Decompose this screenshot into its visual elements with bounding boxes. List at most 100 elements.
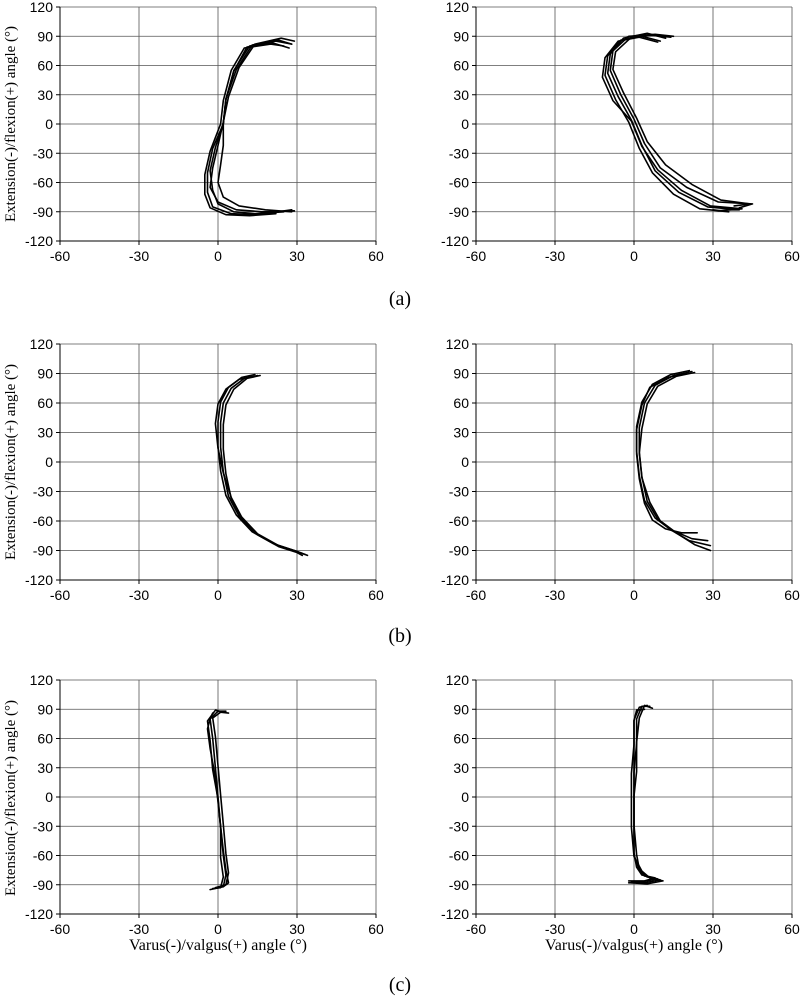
panel-b2-y-tick-label: 90: [453, 366, 469, 382]
caption-a: (a): [388, 288, 412, 310]
panel-c2: -60 -30 0 30 60 -120 -90 -60 -30 0 30 60 90 120: [441, 672, 800, 937]
caption-c: (c): [388, 974, 412, 996]
panel-b1-series-3: [214, 375, 309, 557]
panel-b1-x-tick-label: 0: [214, 587, 222, 603]
panel-a2-x-tick-label: 60: [784, 248, 800, 264]
panel-c1-x-tick-label: -60: [50, 921, 70, 937]
panel-a2: -60 -30 0 30 60 -120 -90 -60 -30 0 30 60 90 120: [441, 0, 800, 264]
y-axis-label-row-b: Extension(-)/flexion(+) angle (°): [3, 364, 19, 560]
panel-c1-x-tick-label: -30: [129, 921, 149, 937]
panel-a1-y-tick-label: -60: [33, 175, 53, 191]
panel-c1-series-4: [206, 712, 230, 888]
panel-c1: -60 -30 0 30 60 -120 -90 -60 -30 0 30 60 90 120: [25, 672, 384, 937]
panel-c1-y-tick-label: -120: [25, 906, 53, 922]
panel-c1-x-tick-label: 30: [289, 921, 305, 937]
panel-c2-x-tick-label: 60: [784, 921, 800, 937]
panel-c2-x-tick-label: 30: [705, 921, 721, 937]
panel-a2-series-4: [612, 34, 751, 207]
panel-c2-y-tick-label: 90: [453, 701, 469, 717]
panel-a1-y-tick-label: 0: [45, 116, 53, 132]
plot-area: -60 -30 0 30 60 -120 -90 -60 -30 0 30 60 90 120 -60 -30…: [25, 0, 800, 937]
panel-c2-y-tick-label: 60: [453, 731, 469, 747]
panel-a1-x-tick-label: -30: [129, 248, 149, 264]
panel-c2-y-tick-label: -90: [449, 877, 469, 893]
panel-c2-x-tick-label: -30: [545, 921, 565, 937]
panel-b1-y-tick-label: 30: [37, 425, 53, 441]
panel-b1-series-4: [222, 374, 304, 557]
panel-b1-y-tick-label: 120: [30, 336, 54, 352]
panel-a1-x-tick-label: 30: [289, 248, 305, 264]
panel-b2-x-tick-label: 0: [630, 587, 638, 603]
panel-a2-x-tick-label: -60: [466, 248, 486, 264]
panel-a2-x-tick-label: 0: [630, 248, 638, 264]
y-axis-label-row-a: Extension(-)/flexion(+) angle (°): [3, 26, 19, 222]
panel-b2-y-tick-label: -120: [441, 572, 469, 588]
panel-c2-y-tick-label: 0: [461, 789, 469, 805]
panel-c1-y-tick-label: 30: [37, 760, 53, 776]
panel-a2-y-tick-label: 60: [453, 58, 469, 74]
panel-b2-y-tick-label: -90: [449, 543, 469, 559]
panel-a1-series-5: [209, 42, 290, 215]
x-axis-label-left: Varus(-)/valgus(+) angle (°): [129, 937, 307, 954]
panel-a1-y-tick-label: -30: [33, 145, 53, 161]
panel-b1-y-tick-label: 60: [37, 395, 53, 411]
panel-c2-series-4: [627, 708, 656, 882]
panel-b2-y-tick-label: -30: [449, 484, 469, 500]
panel-b1-x-tick-label: 30: [289, 587, 305, 603]
panel-b1-series-1: [219, 374, 306, 556]
panel-b2-y-tick-label: -60: [449, 513, 469, 529]
panel-a1-x-tick-label: 60: [368, 248, 384, 264]
panel-c1-y-tick-label: 0: [45, 789, 53, 805]
panel-a1-x-tick-label: 0: [214, 248, 222, 264]
panel-a2-x-tick-label: 30: [705, 248, 721, 264]
panel-a2-y-tick-label: -90: [449, 204, 469, 220]
panel-a2-y-tick-label: 120: [446, 0, 470, 15]
panel-b1-x-tick-label: -60: [50, 587, 70, 603]
y-axis-label-row-c: Extension(-)/flexion(+) angle (°): [3, 700, 19, 896]
panel-b1-y-tick-label: 90: [37, 366, 53, 382]
panel-c1-y-tick-label: -90: [33, 877, 53, 893]
panel-b1: -60 -30 0 30 60 -120 -90 -60 -30 0 30 60 90 120: [25, 336, 384, 603]
panel-a1-series-3: [204, 43, 285, 217]
panel-c1-y-tick-label: 90: [37, 701, 53, 717]
panel-a2-x-tick-label: -30: [545, 248, 565, 264]
panel-b2-x-tick-label: -60: [466, 587, 486, 603]
panel-a1: -60 -30 0 30 60 -120 -90 -60 -30 0 30 60 90 120: [25, 0, 384, 264]
panel-b2: -60 -30 0 30 60 -120 -90 -60 -30 0 30 60 90 120: [441, 336, 800, 603]
panel-b1-x-tick-label: 60: [368, 587, 384, 603]
panel-b1-y-tick-label: -120: [25, 572, 53, 588]
panel-c1-x-tick-label: 60: [368, 921, 384, 937]
panel-a2-y-tick-label: 0: [461, 116, 469, 132]
panel-a1-y-tick-label: 60: [37, 58, 53, 74]
panel-c2-y-tick-label: -60: [449, 848, 469, 864]
panel-a2-y-tick-label: -60: [449, 175, 469, 191]
panel-a1-y-tick-label: 120: [30, 0, 54, 15]
panel-a2-y-tick-label: 90: [453, 28, 469, 44]
panel-a1-y-tick-label: 30: [37, 87, 53, 103]
panel-c1-x-tick-label: 0: [214, 921, 222, 937]
panel-b2-y-tick-label: 0: [461, 454, 469, 470]
panel-a1-x-tick-label: -60: [50, 248, 70, 264]
panel-a1-series-4: [217, 39, 293, 213]
panel-a2-series-5: [601, 36, 743, 212]
panel-c1-y-tick-label: -60: [33, 848, 53, 864]
panel-a1-y-tick-label: -120: [25, 233, 53, 249]
panel-b1-y-tick-label: -60: [33, 513, 53, 529]
panel-b1-y-tick-label: -30: [33, 484, 53, 500]
panel-b2-y-tick-label: 30: [453, 425, 469, 441]
panel-b2-series-3: [638, 371, 712, 552]
panel-c1-y-tick-label: 120: [30, 672, 54, 688]
caption-b: (b): [388, 625, 412, 647]
panel-a2-y-tick-label: -30: [449, 145, 469, 161]
panel-a2-y-tick-label: 30: [453, 87, 469, 103]
panel-a1-y-tick-label: 90: [37, 28, 53, 44]
panel-b2-x-tick-label: -30: [545, 587, 565, 603]
panel-c1-y-tick-label: 60: [37, 731, 53, 747]
panel-c1-y-tick-label: -30: [33, 818, 53, 834]
panel-b1-series-2: [217, 373, 304, 555]
panel-c2-y-tick-label: 30: [453, 760, 469, 776]
panel-b1-y-tick-label: -90: [33, 543, 53, 559]
panel-b2-x-tick-label: 60: [784, 587, 800, 603]
panel-b2-y-tick-label: 120: [446, 336, 470, 352]
panel-a2-y-tick-label: -120: [441, 233, 469, 249]
